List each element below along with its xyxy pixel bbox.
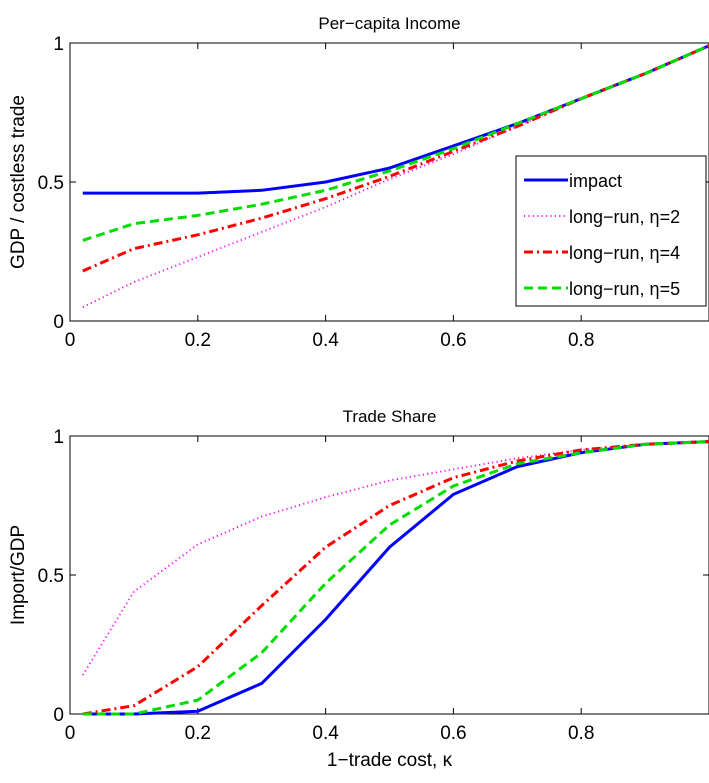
chart-title: Trade Share [343,407,437,426]
x-tick-label: 0.2 [185,330,211,351]
series-line-4 [82,44,709,242]
x-tick-label: 0 [65,330,76,351]
x-tick-label: 0.2 [185,723,211,744]
series-line-4 [82,440,709,716]
x-tick-label: 0.6 [440,330,466,351]
legend-label: impact [569,171,622,191]
y-tick-label: 0 [53,705,64,726]
y-tick-label: 0.5 [38,173,64,194]
chart-panel-2: Trade Share Import/GDP 1−trade cost, κ 0 0.2… [8,407,709,771]
y-tick-label: 1 [53,427,64,448]
chart-title: Per−capita Income [318,14,460,33]
x-axis-label: 1−trade cost, κ [327,750,453,771]
y-tick-label: 0 [53,312,64,333]
plot-frame [69,435,709,715]
x-tick-label: 0.4 [312,723,339,744]
x-tick-label: 0.6 [440,723,466,744]
series-line-3 [82,440,709,716]
legend-label: long−run, η=2 [569,207,680,227]
x-tick-label: 0.8 [568,723,594,744]
series-line-3 [82,44,709,273]
y-axis-label: Import/GDP [8,525,29,625]
y-axis-label: GDP / costless trade [8,95,29,269]
x-tick-label: 0 [65,723,76,744]
series-line-1 [82,440,709,716]
x-tick-label: 0.8 [568,330,594,351]
y-tick-label: 1 [53,34,64,55]
legend-label: long−run, η=4 [569,243,680,263]
series-line-2 [82,440,709,676]
x-tick-label: 0.4 [312,330,339,351]
legend: impact long−run, η=2 long−run, η=4 long−run… [515,155,707,307]
legend-label: long−run, η=5 [569,279,680,299]
chart-panel-1: Per−capita Income GDP / costless trade 0 0.… [8,14,709,351]
y-tick-label: 0.5 [38,566,64,587]
